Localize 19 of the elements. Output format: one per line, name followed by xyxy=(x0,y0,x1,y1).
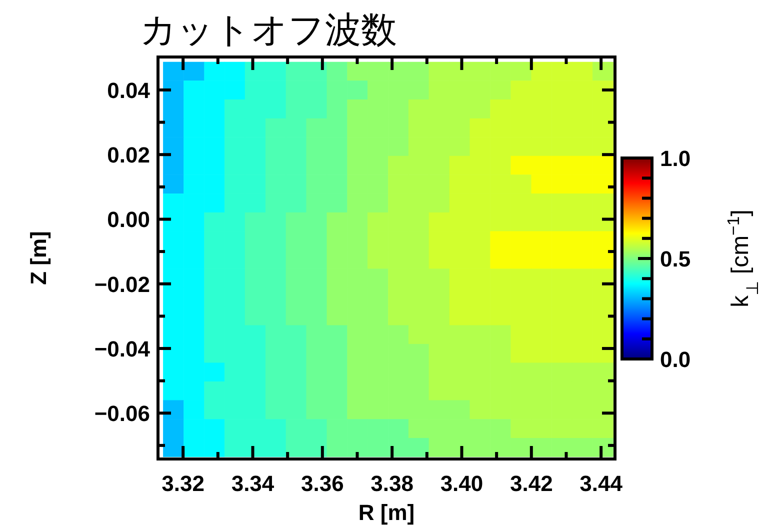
x-tick-label: 3.38 xyxy=(370,471,414,496)
y-tick-label: 0.02 xyxy=(107,142,150,168)
x-tick-label: 3.44 xyxy=(580,471,624,496)
y-axis-title: Z [m] xyxy=(26,231,51,285)
x-tick-label: 3.32 xyxy=(162,471,204,496)
x-tick-label: 3.34 xyxy=(231,471,275,496)
color-bar-label: 0.5 xyxy=(660,246,691,272)
chart-title: カットオフ波数 xyxy=(140,9,397,50)
x-axis-title: R [m] xyxy=(358,500,415,525)
x-tick-label: 3.36 xyxy=(300,471,344,496)
y-tick-label: 0.04 xyxy=(107,78,151,103)
x-tick-label: 3.40 xyxy=(440,471,484,496)
color-bar-label: 0.0 xyxy=(660,347,691,372)
y-tick-label: −0.02 xyxy=(94,272,150,297)
y-tick-label: −0.04 xyxy=(94,336,151,362)
color-bar-label: 1.0 xyxy=(660,146,691,171)
y-tick-label: −0.06 xyxy=(94,401,150,426)
x-tick-label: 3.42 xyxy=(510,471,553,496)
y-tick-label: 0.00 xyxy=(107,207,150,232)
